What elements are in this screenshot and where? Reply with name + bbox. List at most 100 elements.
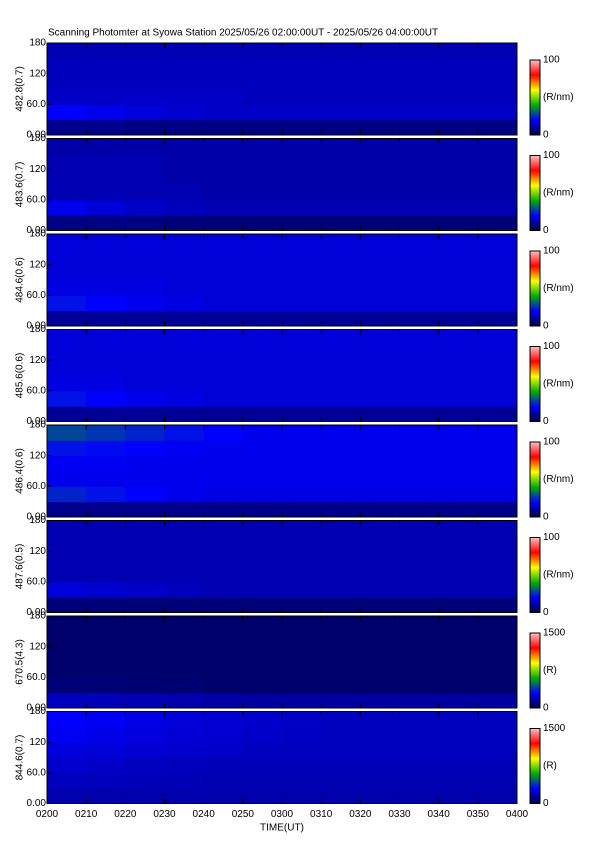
heatmap-cell	[203, 215, 244, 231]
heatmap-cell	[86, 726, 126, 743]
heatmap-cell	[203, 535, 244, 552]
heatmap-cell	[438, 455, 479, 472]
heatmap-cell	[203, 646, 244, 663]
heatmap-cell	[438, 264, 479, 281]
colorbar-tick-label: 0	[543, 321, 549, 332]
heatmap-cell	[164, 264, 205, 281]
heatmap-cell	[164, 153, 205, 170]
heatmap-cell	[282, 455, 322, 472]
colorbar	[529, 537, 541, 613]
heatmap-cell	[164, 234, 205, 250]
heatmap-cell	[438, 375, 479, 392]
heatmap-cell	[399, 199, 440, 216]
heatmap-cell	[477, 390, 518, 407]
heatmap-cell	[360, 726, 400, 743]
heatmap-cell	[203, 788, 244, 804]
y-tick-label: 60.0	[27, 194, 47, 205]
heatmap-cell	[399, 406, 440, 422]
heatmap-cell	[360, 390, 400, 407]
x-tick-label: 0300	[271, 809, 294, 820]
heatmap-cell	[86, 58, 126, 75]
colorbar-title: (R/nm)	[543, 570, 574, 581]
heatmap-cell	[203, 581, 244, 598]
heatmap-cell	[282, 264, 322, 281]
y-tick-label: 60.0	[27, 290, 47, 301]
heatmap-cell	[47, 551, 87, 567]
heatmap-cell	[164, 138, 205, 155]
heatmap-cell	[399, 581, 440, 598]
heatmap-cell	[47, 646, 87, 663]
heatmap-cell	[203, 169, 244, 185]
y-axis-title: 486.4(0.6)	[15, 448, 26, 494]
heatmap-cell	[438, 631, 479, 648]
heatmap-cell	[164, 711, 205, 728]
heatmap-cell	[203, 249, 244, 266]
y-tick-label: 60.0	[27, 481, 47, 492]
heatmap-cell	[438, 662, 479, 678]
heatmap-cell	[164, 535, 205, 552]
heatmap-cell	[125, 360, 165, 376]
heatmap-cell	[360, 184, 400, 201]
heatmap-cell	[125, 390, 165, 407]
heatmap-cell	[282, 677, 322, 694]
heatmap-cell	[399, 501, 440, 518]
heatmap-cell	[399, 280, 440, 296]
heatmap-cell	[47, 104, 87, 121]
heatmap-cell	[203, 104, 244, 121]
heatmap-cell	[203, 375, 244, 392]
heatmap-cell	[47, 597, 87, 613]
heatmap-cell	[282, 73, 322, 90]
heatmap-cell	[321, 138, 361, 155]
heatmap-cell	[321, 344, 361, 361]
y-tick-label: 60.0	[27, 576, 47, 587]
heatmap-cell	[282, 406, 322, 422]
heatmap-cell	[47, 280, 87, 296]
heatmap-cell	[360, 757, 400, 774]
colorbar	[529, 346, 541, 422]
heatmap-cell	[242, 425, 283, 441]
heatmap-cell	[360, 711, 400, 728]
heatmap-cell	[438, 249, 479, 266]
heatmap-cell	[86, 662, 126, 678]
heatmap-cell	[47, 138, 87, 155]
heatmap-cell	[438, 89, 479, 105]
colorbar-title: (R/nm)	[543, 92, 574, 103]
colorbar	[529, 632, 541, 709]
y-tick-label: 180	[29, 611, 46, 622]
heatmap-cell	[438, 726, 479, 743]
heatmap-cell	[321, 360, 361, 376]
heatmap-cell	[203, 486, 244, 503]
heatmap-cell	[242, 711, 283, 728]
heatmap-cell	[477, 677, 518, 694]
heatmap-cell	[282, 360, 322, 376]
colorbar-title: (R/nm)	[543, 188, 574, 199]
heatmap-cell	[203, 234, 244, 250]
heatmap-cell	[47, 390, 87, 407]
heatmap-cell	[360, 772, 400, 789]
heatmap-cell	[360, 677, 400, 694]
heatmap-cell	[282, 486, 322, 503]
heatmap-cell	[321, 425, 361, 441]
heatmap-cell	[399, 471, 440, 487]
heatmap-cell	[242, 73, 283, 90]
heatmap-cell	[438, 646, 479, 663]
x-tick-label: 0240	[193, 809, 216, 820]
heatmap-cell	[164, 215, 205, 231]
heatmap-cell	[125, 375, 165, 392]
heatmap-cell	[125, 551, 165, 567]
heatmap-cell	[282, 310, 322, 327]
heatmap-cell	[164, 184, 205, 201]
heatmap-cell	[477, 425, 518, 441]
colorbar-tick-label: 100	[543, 532, 560, 543]
heatmap-cell	[47, 43, 87, 59]
heatmap-cell	[86, 199, 126, 216]
heatmap-cell	[86, 73, 126, 90]
heatmap-cell	[164, 501, 205, 518]
heatmap-cell	[86, 215, 126, 231]
heatmap-cell	[125, 310, 165, 327]
y-axis-title: 483.6(0.7)	[15, 162, 26, 208]
heatmap-cell	[242, 329, 283, 346]
colorbar-tick-label: 0	[543, 512, 549, 523]
heatmap-cell	[438, 471, 479, 487]
y-tick-label: 0.00	[27, 512, 47, 523]
